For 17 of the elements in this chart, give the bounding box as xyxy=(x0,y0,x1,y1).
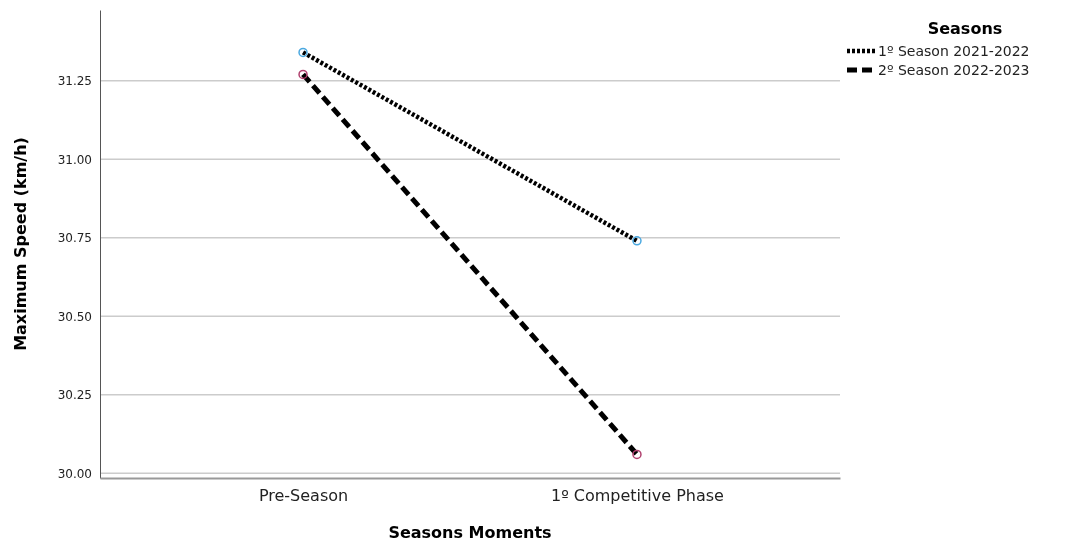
point xyxy=(632,449,642,460)
point xyxy=(298,69,308,80)
x-tick-label: Pre-Season xyxy=(258,486,349,506)
y-tick-label: 30.50 xyxy=(57,309,92,324)
y-tick-label: 30.25 xyxy=(57,388,92,403)
x-tick-label: 1º Competitive Phase xyxy=(550,486,724,506)
y-tick-label: 30.00 xyxy=(57,466,92,481)
y-axis-title: Maximum Speed (km/h) xyxy=(11,137,30,351)
legend-title: Seasons xyxy=(927,19,1003,38)
y-tick-label: 30.75 xyxy=(57,231,92,246)
x-axis-title: Seasons Moments xyxy=(388,523,552,540)
point xyxy=(632,236,642,246)
y-tick-label: 31.25 xyxy=(57,74,92,89)
point xyxy=(298,47,308,58)
y-tick-label: 31.00 xyxy=(57,152,92,167)
legend-label: 1º Season 2021-2022 xyxy=(878,43,1030,59)
legend-label: 2º Season 2022-2023 xyxy=(878,62,1030,78)
